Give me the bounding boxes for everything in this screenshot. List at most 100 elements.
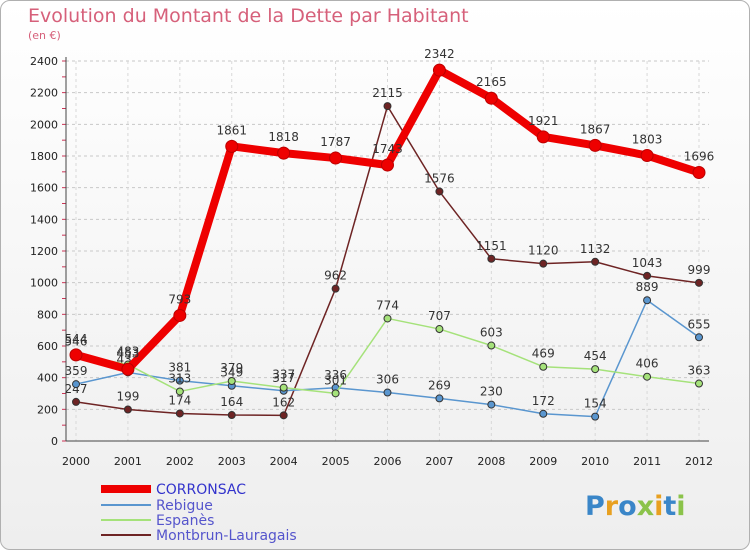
data-label: 230 <box>480 385 503 399</box>
data-label: 483 <box>116 345 139 359</box>
data-label: 336 <box>324 368 347 382</box>
data-point <box>279 411 288 420</box>
data-point <box>591 412 600 421</box>
y-tick-label: 200 <box>37 403 58 416</box>
legend-label: Rebigue <box>156 498 213 514</box>
data-label: 301 <box>324 373 347 387</box>
x-tick-label: 2011 <box>633 455 661 468</box>
x-tick-label: 2000 <box>62 455 90 468</box>
data-point <box>383 388 392 397</box>
data-point <box>643 296 652 305</box>
data-label: 2342 <box>424 47 455 61</box>
y-tick-label: 1000 <box>30 277 58 290</box>
data-label: 154 <box>584 397 607 411</box>
x-tick-label: 2004 <box>270 455 298 468</box>
data-label: 1151 <box>476 239 507 253</box>
data-label: 406 <box>636 357 659 371</box>
data-label: 317 <box>272 371 295 385</box>
data-point <box>539 362 548 371</box>
y-tick-label: 2400 <box>30 55 58 68</box>
data-label: 1921 <box>528 114 559 128</box>
data-label: 655 <box>688 317 711 331</box>
data-label: 174 <box>168 393 191 407</box>
data-point <box>121 362 135 376</box>
data-label: 379 <box>220 361 243 375</box>
data-point <box>72 397 80 406</box>
data-point <box>695 278 703 287</box>
data-label: 1818 <box>268 130 299 144</box>
x-tick-label: 2012 <box>685 455 713 468</box>
y-tick-label: 0 <box>51 435 58 448</box>
data-point <box>591 257 600 266</box>
data-point <box>173 308 187 322</box>
data-label: 453 <box>116 346 139 360</box>
x-tick-label: 2009 <box>529 455 557 468</box>
x-tick-label: 2002 <box>166 455 194 468</box>
y-tick-label: 1800 <box>30 150 58 163</box>
data-point <box>588 138 602 152</box>
data-label: 306 <box>376 373 399 387</box>
data-point <box>225 139 239 153</box>
data-point <box>279 383 288 392</box>
data-point <box>643 372 652 381</box>
data-point <box>487 400 496 409</box>
data-label: 359 <box>65 364 88 378</box>
data-label: 1861 <box>216 123 247 137</box>
data-label: 381 <box>168 361 191 375</box>
x-tick-label: 2007 <box>425 455 453 468</box>
data-point <box>484 91 498 105</box>
data-label: 1043 <box>632 256 663 270</box>
data-point <box>123 405 132 414</box>
data-point <box>643 271 652 280</box>
data-point <box>331 389 340 398</box>
data-point <box>536 130 550 144</box>
data-label: 313 <box>168 371 191 385</box>
x-tick-label: 2001 <box>114 455 142 468</box>
data-point <box>432 63 446 77</box>
data-point <box>539 409 548 418</box>
data-label: 1803 <box>632 133 663 147</box>
x-tick-label: 2008 <box>477 455 505 468</box>
data-label: 172 <box>532 394 555 408</box>
data-label: 1787 <box>320 135 351 149</box>
legend-label: Montbrun-Lauragais <box>156 528 297 544</box>
data-label: 544 <box>65 332 88 346</box>
data-point <box>277 146 291 160</box>
data-label: 1132 <box>580 242 611 256</box>
legend-label: CORRONSAC <box>156 482 246 498</box>
data-point <box>175 409 184 418</box>
data-label: 469 <box>532 347 555 361</box>
y-tick-label: 2200 <box>30 87 58 100</box>
data-point <box>72 380 80 389</box>
data-point <box>329 151 343 165</box>
data-point <box>69 348 83 362</box>
data-point <box>175 387 184 396</box>
data-point <box>227 376 236 385</box>
data-label: 363 <box>688 364 711 378</box>
data-point <box>695 379 703 388</box>
data-point <box>435 394 444 403</box>
data-label: 774 <box>376 298 399 312</box>
data-label: 164 <box>220 395 243 409</box>
data-label: 1576 <box>424 171 455 185</box>
data-label: 546 <box>65 335 88 349</box>
data-label: 199 <box>116 389 139 403</box>
data-label: 454 <box>584 349 607 363</box>
data-point <box>487 341 496 350</box>
data-label: 707 <box>428 309 451 323</box>
chart-title: Evolution du Montant de la Dette par Hab… <box>28 5 469 27</box>
data-label: 349 <box>220 366 243 380</box>
x-tick-label: 2006 <box>374 455 402 468</box>
data-label: 962 <box>324 269 347 283</box>
x-tick-label: 2005 <box>322 455 350 468</box>
data-point <box>383 102 392 111</box>
data-point <box>539 259 548 268</box>
data-point <box>175 376 184 385</box>
data-point <box>692 165 706 179</box>
data-label: 793 <box>168 292 191 306</box>
y-tick-label: 400 <box>37 372 58 385</box>
x-tick-label: 2003 <box>218 455 246 468</box>
data-point <box>331 284 340 293</box>
data-label: 2165 <box>476 75 507 89</box>
